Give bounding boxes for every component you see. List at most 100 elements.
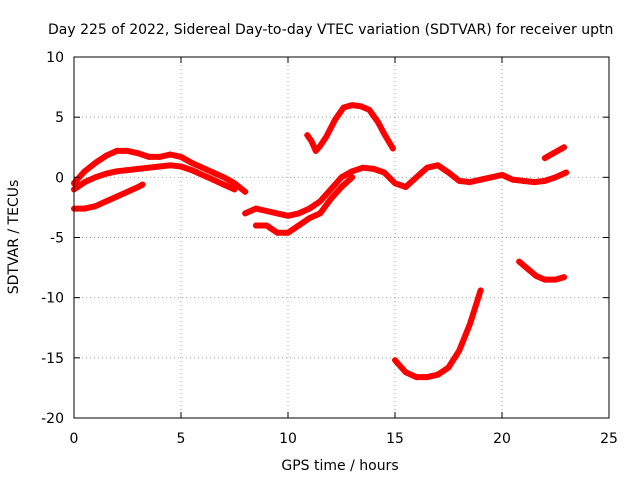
series-band — [71, 162, 238, 193]
data-point — [402, 369, 409, 376]
data-point — [295, 222, 302, 229]
data-point — [338, 174, 345, 181]
data-point — [124, 167, 131, 174]
data-point — [252, 205, 259, 212]
series-arc-f — [516, 258, 568, 283]
data-point — [274, 210, 281, 217]
y-tick-label: -5 — [50, 231, 64, 247]
data-point — [349, 102, 356, 109]
data-point — [541, 177, 548, 184]
data-point — [242, 210, 249, 217]
series-arc-c — [252, 174, 356, 236]
data-point — [242, 188, 249, 195]
data-points — [71, 102, 570, 381]
data-point — [81, 205, 88, 212]
data-point — [381, 169, 388, 176]
y-tick-label: -20 — [41, 411, 64, 427]
data-point — [92, 203, 99, 210]
y-tick-label: 10 — [46, 50, 64, 66]
data-point — [552, 276, 559, 283]
data-point — [124, 147, 131, 154]
y-tick-label: 0 — [55, 170, 64, 186]
data-point — [552, 174, 559, 181]
data-point — [178, 163, 184, 170]
data-point — [274, 229, 281, 236]
data-point — [434, 371, 441, 378]
data-point — [349, 168, 356, 175]
data-point — [124, 188, 131, 195]
data-point — [231, 186, 238, 193]
data-point — [263, 208, 270, 215]
x-axis-label: GPS time / hours — [281, 458, 398, 474]
data-point — [113, 193, 120, 200]
chart-title: Day 225 of 2022, Sidereal Day-to-day VTE… — [48, 22, 613, 38]
data-point — [81, 179, 88, 186]
data-point — [103, 198, 110, 205]
x-tick-label: 15 — [386, 431, 404, 447]
x-tick-label: 20 — [493, 431, 511, 447]
data-point — [499, 171, 505, 178]
data-point — [317, 143, 324, 150]
x-tick-label: 10 — [279, 431, 297, 447]
data-point — [167, 162, 174, 169]
data-point — [392, 180, 398, 187]
data-point — [509, 176, 516, 183]
y-axis-label: SDTVAR / TECUs — [6, 180, 22, 295]
data-point — [145, 164, 152, 171]
y-tick-label: -15 — [41, 351, 64, 367]
data-point — [317, 210, 324, 217]
x-tick-label: 25 — [600, 431, 618, 447]
data-point — [520, 177, 527, 184]
x-tick-label: 5 — [177, 431, 186, 447]
series-band — [252, 174, 356, 236]
data-point — [252, 222, 259, 229]
data-point — [210, 169, 217, 176]
data-point — [533, 273, 540, 280]
data-point — [402, 183, 409, 190]
data-point — [466, 179, 473, 186]
data-point — [135, 183, 142, 190]
axis-ticks: 0 5 10 15 20 25 -20 -15 -10 -5 0 5 10 — [41, 50, 618, 447]
data-point — [304, 132, 311, 139]
data-point — [317, 198, 324, 205]
data-point — [477, 287, 484, 294]
data-point — [374, 118, 381, 125]
data-point — [477, 176, 484, 183]
data-point — [434, 162, 441, 169]
data-point — [178, 153, 184, 160]
series-arc-b — [242, 162, 570, 219]
data-point — [340, 104, 347, 111]
data-point — [516, 258, 523, 265]
data-point — [263, 222, 270, 229]
data-point — [81, 168, 88, 175]
data-point — [306, 205, 313, 212]
series-arc-a-upper — [71, 147, 249, 195]
data-point — [220, 174, 227, 181]
data-point — [156, 163, 163, 170]
data-point — [113, 168, 120, 175]
data-point — [392, 357, 398, 364]
data-point — [332, 116, 339, 123]
data-point — [349, 174, 356, 181]
data-point — [413, 174, 420, 181]
data-point — [145, 153, 152, 160]
data-point — [531, 179, 538, 186]
data-point — [188, 159, 195, 166]
data-point — [370, 165, 377, 172]
y-tick-label: -10 — [41, 291, 64, 307]
series-arc-a-mid — [71, 162, 238, 193]
data-point — [381, 131, 388, 138]
data-point — [563, 169, 570, 176]
data-point — [92, 174, 99, 181]
data-point — [199, 171, 206, 178]
data-point — [312, 147, 319, 154]
data-point — [285, 212, 291, 219]
grid — [74, 57, 609, 418]
data-point — [466, 321, 473, 328]
data-point — [445, 169, 452, 176]
data-point — [357, 103, 364, 110]
x-tick-label: 0 — [70, 431, 79, 447]
data-point — [113, 147, 120, 154]
data-point — [445, 364, 452, 371]
